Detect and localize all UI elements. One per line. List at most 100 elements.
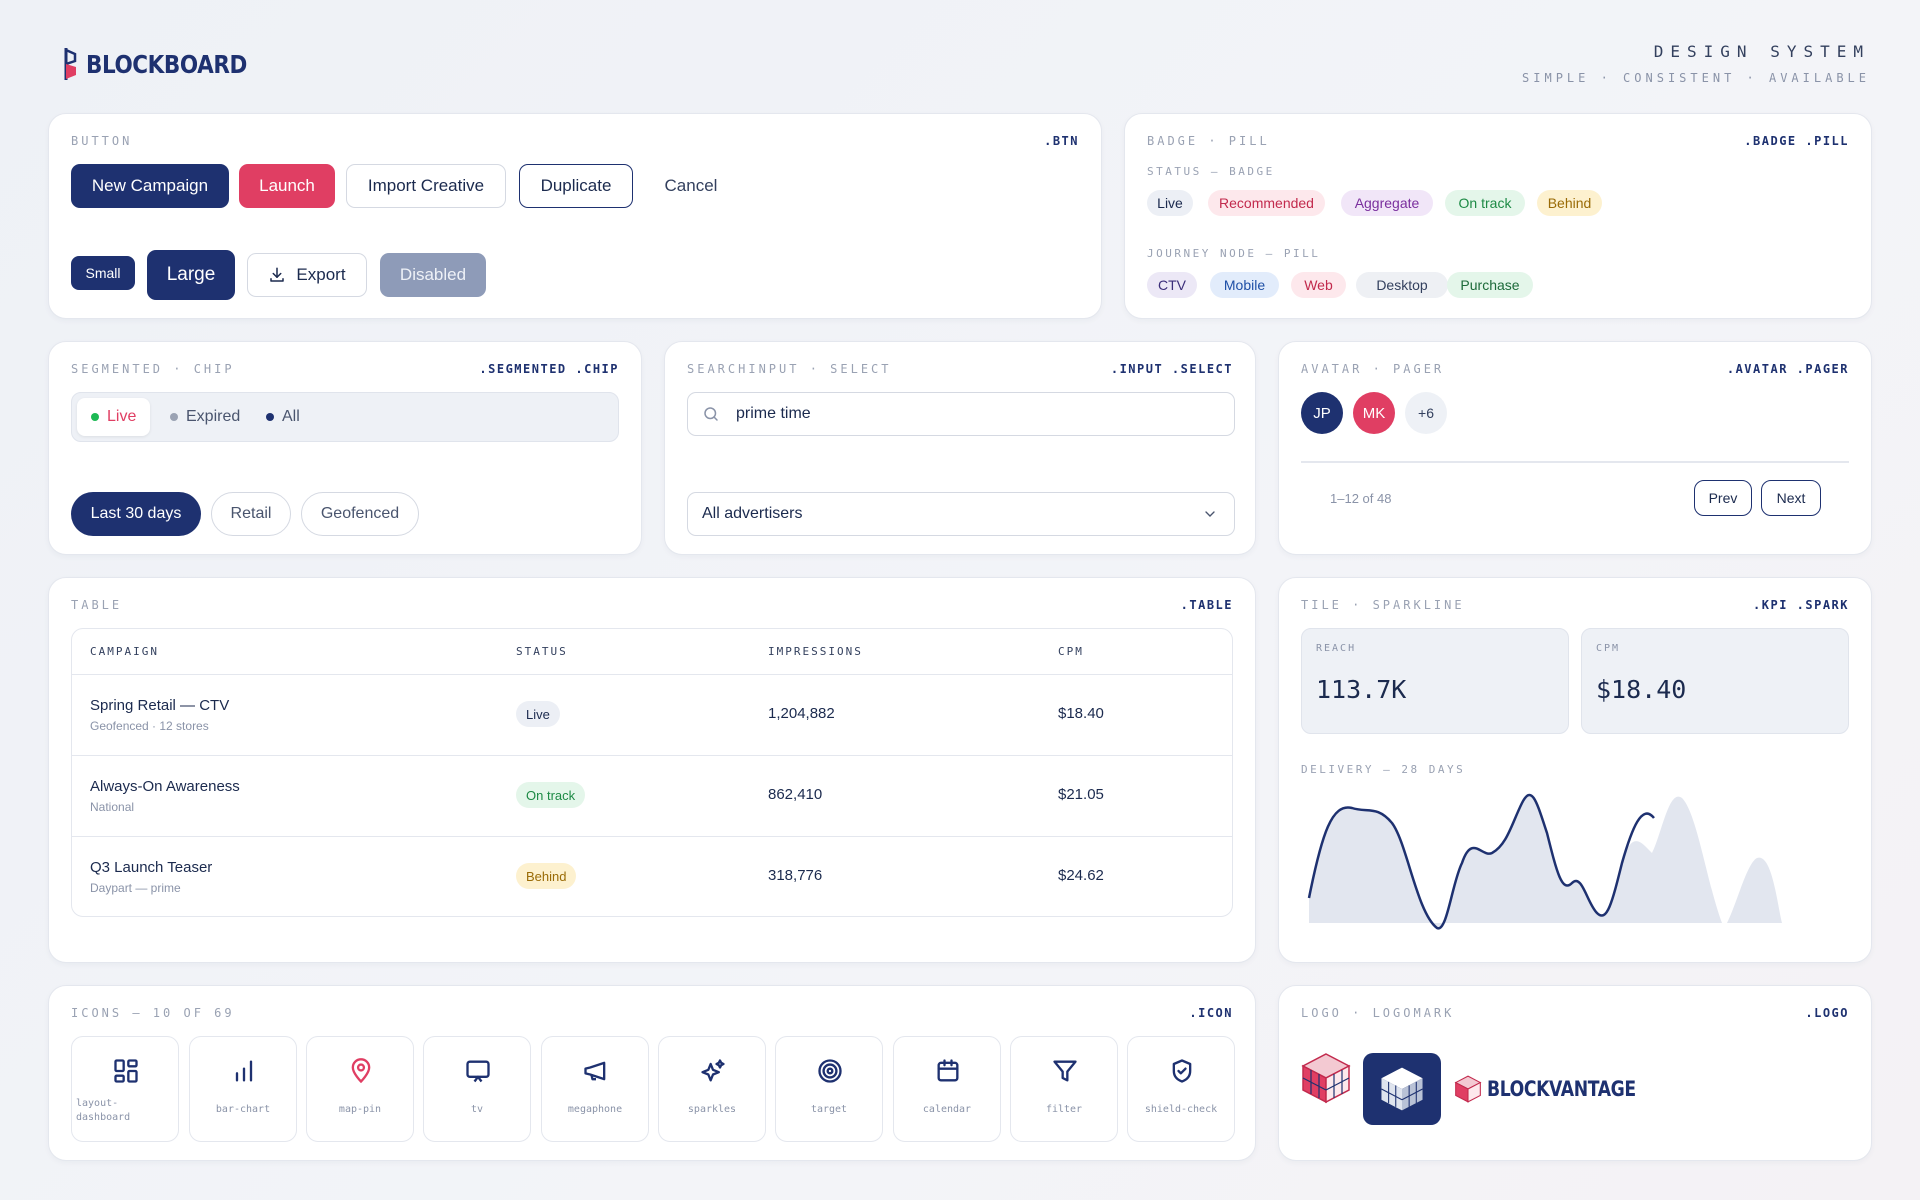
kpi-label: REACH [1316, 643, 1357, 654]
icon-label: filter [1045, 1104, 1083, 1115]
sparkline-line [1307, 793, 1655, 930]
card-code: .INPUT .SELECT [1110, 362, 1233, 376]
disabled-button: Disabled [380, 253, 486, 297]
button-card: BUTTON .BTN New Campaign Launch Import C… [48, 113, 1102, 319]
icon-tile[interactable]: map-pin [306, 1036, 414, 1142]
kpi-value: $18.40 [1596, 675, 1687, 704]
status-badge: Live [1147, 190, 1193, 216]
duplicate-button[interactable]: Duplicate [519, 164, 633, 208]
target-icon [818, 1059, 842, 1083]
status-badge: Behind [1537, 190, 1602, 216]
card-code: .LOGO [1805, 1006, 1849, 1020]
card-code: .TABLE [1180, 598, 1233, 612]
card-code: .SEGMENTED .CHIP [479, 362, 619, 376]
table-card: TABLE .TABLE CAMPAIGN STATUS IMPRESSIONS… [48, 577, 1256, 963]
large-button[interactable]: Large [147, 250, 235, 300]
impressions-value: 1,204,882 [768, 705, 835, 722]
blockvantage-logo: BLOCKVANTAGE [1453, 1074, 1668, 1104]
import-creative-button[interactable]: Import Creative [346, 164, 506, 208]
kpi-label: CPM [1596, 643, 1621, 654]
next-button[interactable]: Next [1761, 480, 1821, 516]
campaign-subtitle: Daypart — prime [90, 881, 181, 895]
launch-button[interactable]: Launch [239, 164, 335, 208]
export-button[interactable]: Export [247, 253, 367, 297]
status-badge-label: STATUS — BADGE [1147, 165, 1275, 178]
avatar[interactable]: MK [1353, 392, 1395, 434]
avatar[interactable]: JP [1301, 392, 1343, 434]
cube-logomark-dark [1363, 1053, 1441, 1125]
brand-logo: BLOCKBOARD [64, 46, 273, 82]
icon-tile[interactable]: tv [423, 1036, 531, 1142]
icon-label: megaphone [567, 1104, 623, 1115]
delivery-sparkline [1307, 793, 1782, 930]
avatar-overflow-count[interactable]: +6 [1405, 392, 1447, 434]
impressions-value: 318,776 [768, 867, 823, 884]
kpi-tile-cpm: CPM $18.40 [1581, 628, 1849, 734]
card-code: .KPI .SPARK [1753, 598, 1849, 612]
icons-card: ICONS — 10 OF 69 .ICON layout-dashboard … [48, 985, 1256, 1161]
icon-tile[interactable]: sparkles [658, 1036, 766, 1142]
icon-label: map-pin [338, 1104, 382, 1115]
card-label: AVATAR · PAGER [1301, 362, 1445, 376]
chip-retail[interactable]: Retail [211, 492, 291, 536]
column-header-impressions[interactable]: IMPRESSIONS [768, 645, 863, 658]
shield-check-icon [1172, 1059, 1192, 1083]
segment-live[interactable]: Live [77, 398, 151, 436]
cpm-value: $21.05 [1058, 786, 1104, 803]
search-input[interactable] [736, 405, 1176, 423]
icon-tile[interactable]: megaphone [541, 1036, 649, 1142]
live-dot-icon [91, 413, 99, 421]
page-tagline: SIMPLE · CONSISTENT · AVAILABLE [1522, 71, 1870, 85]
small-button[interactable]: Small [71, 256, 135, 290]
logo-card: LOGO · LOGOMARK .LOGO BLOCKVANTAGE [1278, 985, 1872, 1161]
status-badge: Aggregate [1341, 190, 1433, 216]
advertiser-select[interactable]: All advertisers [687, 492, 1235, 536]
icon-tile[interactable]: bar-chart [189, 1036, 297, 1142]
journey-pill: Desktop [1356, 272, 1448, 298]
journey-pill: Web [1291, 272, 1346, 298]
campaign-name: Always-On Awareness [90, 778, 240, 795]
new-campaign-button[interactable]: New Campaign [71, 164, 229, 208]
download-icon [270, 267, 285, 282]
sparkline-area [1309, 794, 1782, 929]
campaign-subtitle: Geofenced · 12 stores [90, 719, 209, 733]
icon-tile[interactable]: filter [1010, 1036, 1118, 1142]
card-label: TILE · SPARKLINE [1301, 598, 1465, 612]
card-label: TABLE [71, 598, 123, 612]
segment-all[interactable]: All [252, 398, 314, 436]
icon-label: shield-check [1144, 1104, 1218, 1115]
icon-tile[interactable]: target [775, 1036, 883, 1142]
icon-tile[interactable]: layout-dashboard [71, 1036, 179, 1142]
icon-label: calendar [922, 1104, 972, 1115]
journey-pill: CTV [1147, 272, 1197, 298]
impressions-value: 862,410 [768, 786, 823, 803]
table-row[interactable]: Q3 Launch Teaser Daypart — prime Behind … [72, 836, 1232, 916]
tv-icon [466, 1060, 490, 1083]
icon-tile[interactable]: calendar [893, 1036, 1001, 1142]
campaign-table: CAMPAIGN STATUS IMPRESSIONS CPM Spring R… [71, 628, 1233, 917]
megaphone-icon [584, 1061, 606, 1081]
table-row[interactable]: Spring Retail — CTV Geofenced · 12 store… [72, 674, 1232, 755]
cpm-value: $18.40 [1058, 705, 1104, 722]
chip-geofenced[interactable]: Geofenced [301, 492, 419, 536]
column-header-cpm[interactable]: CPM [1058, 645, 1084, 658]
card-code: .BTN [1044, 134, 1079, 148]
table-row[interactable]: Always-On Awareness National On track 86… [72, 755, 1232, 836]
icon-tile[interactable]: shield-check [1127, 1036, 1235, 1142]
cancel-button[interactable]: Cancel [664, 176, 718, 195]
icon-label: sparkles [687, 1104, 737, 1115]
kpi-sparkline-card: TILE · SPARKLINE .KPI .SPARK REACH 113.7… [1278, 577, 1872, 963]
icon-label: target [810, 1104, 848, 1115]
card-label: SEARCHINPUT · SELECT [687, 362, 892, 376]
column-header-status[interactable]: STATUS [516, 645, 568, 658]
cpm-value: $24.62 [1058, 867, 1104, 884]
campaign-subtitle: National [90, 800, 135, 814]
segment-label: Live [107, 408, 137, 425]
badge-card: BADGE · PILL .BADGE .PILL STATUS — BADGE… [1124, 113, 1872, 319]
segment-expired[interactable]: Expired [156, 398, 254, 436]
status-badge: Recommended [1208, 190, 1325, 216]
column-header-campaign[interactable]: CAMPAIGN [90, 645, 159, 658]
icon-label: bar-chart [215, 1104, 271, 1115]
chip-last-30-days[interactable]: Last 30 days [71, 492, 201, 536]
prev-button[interactable]: Prev [1694, 480, 1752, 516]
